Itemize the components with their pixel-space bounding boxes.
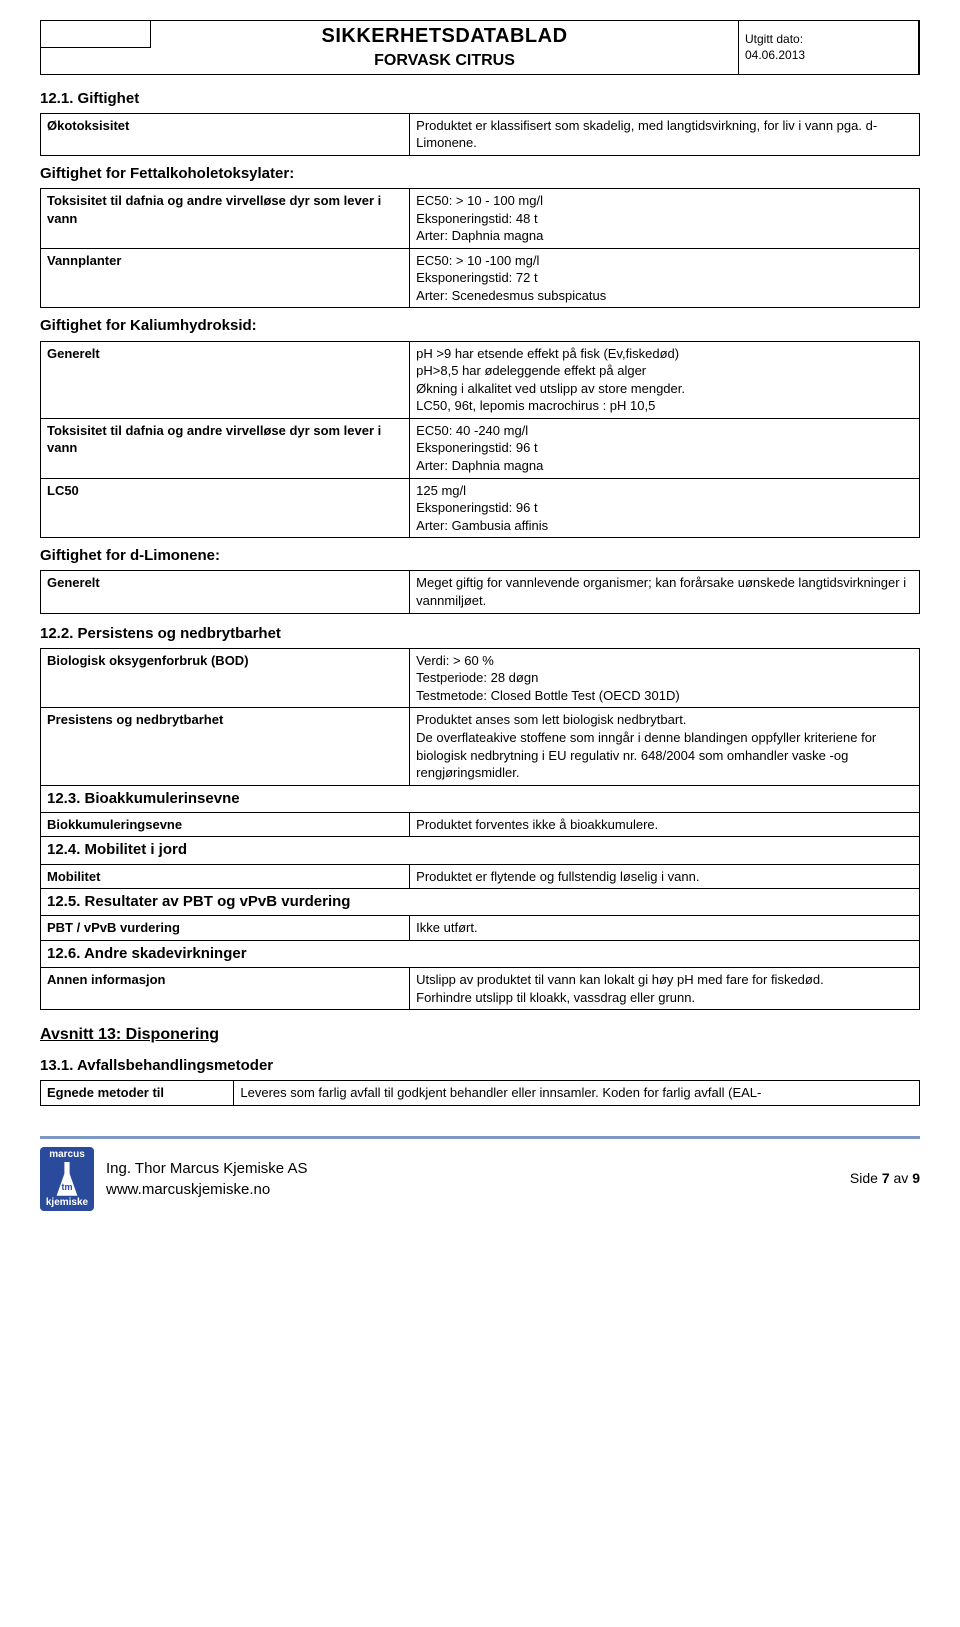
cell-value: Verdi: > 60 % Testperiode: 28 døgn Testm… [410,648,920,708]
table-row: Egnede metoder til Leveres som farlig av… [41,1081,920,1106]
cell-value: Utslipp av produktet til vann kan lokalt… [410,968,920,1010]
kalium-table: Generelt pH >9 har etsende effekt på fis… [40,341,920,538]
table-row: Toksisitet til dafnia og andre virvelløs… [41,189,920,249]
header-cell-blank-2 [41,48,151,74]
cell-value: EC50: 40 -240 mg/l Eksponeringstid: 96 t… [410,418,920,478]
kalium-heading: Giftighet for Kaliumhydroksid: [40,316,920,336]
header-title-cell: SIKKERHETSDATABLAD FORVASK CITRUS [151,21,739,74]
cell-label: PBT / vPvB vurdering [41,916,410,941]
cell-label: Egnede metoder til [41,1081,234,1106]
table-row: Toksisitet til dafnia og andre virvelløs… [41,418,920,478]
cell-value: EC50: > 10 - 100 mg/l Eksponeringstid: 4… [410,189,920,249]
cell-label: Presistens og nedbrytbarhet [41,708,410,785]
table-row: Generelt pH >9 har etsende effekt på fis… [41,341,920,418]
cell-value: Produktet er klassifisert som skadelig, … [410,113,920,155]
document-header: SIKKERHETSDATABLAD FORVASK CITRUS Utgitt… [40,20,920,75]
combined-table: Biologisk oksygenforbruk (BOD) Verdi: > … [40,648,920,1011]
cell-label: LC50 [41,478,410,538]
page-number: Side 7 av 9 [850,1169,920,1188]
flask-icon: tm [54,1162,80,1196]
cell-label: Biokkumuleringsevne [41,812,410,837]
cell-label: Toksisitet til dafnia og andre virvelløs… [41,418,410,478]
table-row: PBT / vPvB vurdering Ikke utført. [41,916,920,941]
footer-text-block: Ing. Thor Marcus Kjemiske AS www.marcusk… [106,1158,307,1200]
cell-value: Meget giftig for vannlevende organismer;… [410,571,920,613]
date-label: Utgitt dato: [745,31,912,47]
date-value: 04.06.2013 [745,47,912,63]
page-mid: av [890,1170,913,1186]
page-total: 9 [912,1170,920,1186]
fett-heading: Giftighet for Fettalkoholetoksylater: [40,164,920,184]
cell-value: Produktet er flytende og fullstendig løs… [410,864,920,889]
cell-label: Generelt [41,341,410,418]
page-prefix: Side [850,1170,882,1186]
table-row: Vannplanter EC50: > 10 -100 mg/l Ekspone… [41,248,920,308]
waste-table: Egnede metoder til Leveres som farlig av… [40,1080,920,1106]
cell-value: 125 mg/l Eksponeringstid: 96 t Arter: Ga… [410,478,920,538]
table-row: Økotoksisitet Produktet er klassifisert … [41,113,920,155]
cell-label: Toksisitet til dafnia og andre virvelløs… [41,189,410,249]
cell-label: Annen informasjon [41,968,410,1010]
table-row: Mobilitet Produktet er flytende og fulls… [41,864,920,889]
table-row: Generelt Meget giftig for vannlevende or… [41,571,920,613]
section-13-heading: Avsnitt 13: Disponering [40,1024,920,1046]
section-13-1-heading: 13.1. Avfallsbehandlingsmetoder [40,1056,920,1076]
cell-label: Vannplanter [41,248,410,308]
section-12-6-heading: 12.6. Andre skadevirkninger [41,941,920,968]
table-row: Annen informasjon Utslipp av produktet t… [41,968,920,1010]
page-footer: marcus tm kjemiske Ing. Thor Marcus Kjem… [40,1136,920,1211]
company-url: www.marcuskjemiske.no [106,1179,307,1200]
subsection-row: 12.3. Bioakkumulerinsevne [41,785,920,812]
cell-value: Ikke utført. [410,916,920,941]
limonene-heading: Giftighet for d-Limonene: [40,546,920,566]
company-logo-icon: marcus tm kjemiske [40,1147,94,1211]
logo-tm: tm [62,1181,73,1193]
header-date-cell: Utgitt dato: 04.06.2013 [739,21,919,74]
logo-top-text: marcus [49,1148,85,1162]
product-name: FORVASK CITRUS [157,50,732,72]
subsection-row: 12.5. Resultater av PBT og vPvB vurderin… [41,889,920,916]
cell-value: Produktet forventes ikke å bioakkumulere… [410,812,920,837]
section-12-1-heading: 12.1. Giftighet [40,89,920,109]
company-name: Ing. Thor Marcus Kjemiske AS [106,1158,307,1179]
limonene-table: Generelt Meget giftig for vannlevende or… [40,570,920,613]
section-12-5-heading: 12.5. Resultater av PBT og vPvB vurderin… [41,889,920,916]
page-current: 7 [882,1170,890,1186]
doc-title: SIKKERHETSDATABLAD [157,23,732,50]
section-12-3-heading: 12.3. Bioakkumulerinsevne [41,785,920,812]
cell-label: Mobilitet [41,864,410,889]
cell-value: pH >9 har etsende effekt på fisk (Ev,fis… [410,341,920,418]
cell-value: EC50: > 10 -100 mg/l Eksponeringstid: 72… [410,248,920,308]
table-row: Biokkumuleringsevne Produktet forventes … [41,812,920,837]
cell-label: Økotoksisitet [41,113,410,155]
subsection-row: 12.6. Andre skadevirkninger [41,941,920,968]
logo-bottom-text: kjemiske [46,1196,88,1210]
cell-label: Biologisk oksygenforbruk (BOD) [41,648,410,708]
subsection-row: 12.4. Mobilitet i jord [41,837,920,864]
cell-value: Leveres som farlig avfall til godkjent b… [234,1081,920,1106]
cell-label: Generelt [41,571,410,613]
ecotox-table: Økotoksisitet Produktet er klassifisert … [40,113,920,156]
section-12-2-heading: 12.2. Persistens og nedbrytbarhet [40,624,920,644]
cell-value: Produktet anses som lett biologisk nedbr… [410,708,920,785]
table-row: Biologisk oksygenforbruk (BOD) Verdi: > … [41,648,920,708]
table-row: Presistens og nedbrytbarhet Produktet an… [41,708,920,785]
fett-table: Toksisitet til dafnia og andre virvelløs… [40,188,920,308]
header-cell-blank-1 [41,21,151,48]
table-row: LC50 125 mg/l Eksponeringstid: 96 t Arte… [41,478,920,538]
section-12-4-heading: 12.4. Mobilitet i jord [41,837,920,864]
